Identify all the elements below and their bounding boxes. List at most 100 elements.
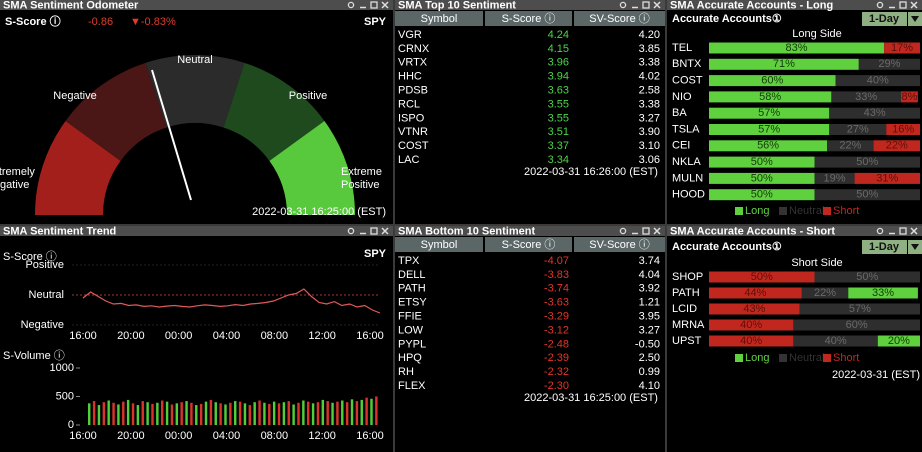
volume-bar xyxy=(219,403,222,425)
sv-score-cell: 3.92 xyxy=(639,283,660,295)
close-icon xyxy=(653,227,661,235)
neutral-bar xyxy=(814,172,855,184)
neutral-bar xyxy=(858,58,920,70)
volume-bar xyxy=(341,400,344,425)
maximize-icon xyxy=(642,227,650,235)
s-score-cell: -3.29 xyxy=(544,311,569,323)
neutral-bar xyxy=(835,75,920,87)
neutral-label: 27% xyxy=(847,123,869,135)
neutral-label: 40% xyxy=(825,335,847,347)
neutral-label: 19% xyxy=(824,172,846,184)
score-change: ▼-0.83% xyxy=(130,16,176,28)
period-button[interactable] xyxy=(862,240,907,254)
settings-icon[interactable] xyxy=(876,1,884,9)
legend-label: Short xyxy=(833,205,859,217)
legend-label: Short xyxy=(833,352,859,364)
settings-icon[interactable] xyxy=(876,227,884,235)
y-tick-label: Neutral xyxy=(29,289,64,301)
volume-bar xyxy=(112,402,115,425)
maximize-icon xyxy=(899,227,907,235)
volume-bar xyxy=(117,404,120,425)
x-tick-label: 04:00 xyxy=(213,430,241,442)
settings-icon[interactable] xyxy=(619,227,627,235)
short-label: 44% xyxy=(744,287,766,299)
volume-bar xyxy=(297,402,300,425)
panel-title: SMA Sentiment Odometer xyxy=(3,0,139,11)
s-score-cell: -2.39 xyxy=(544,352,569,364)
volume-bar xyxy=(185,401,188,425)
long-bar xyxy=(709,172,815,184)
short-bar xyxy=(901,91,918,103)
legend-swatch xyxy=(779,354,787,362)
volume-bar xyxy=(248,405,252,425)
symbol-cell: VRTX xyxy=(398,57,428,69)
volume-bar xyxy=(316,402,320,425)
dropdown-arrow xyxy=(911,16,919,22)
close-icon xyxy=(381,1,389,9)
gauge-zone xyxy=(269,120,355,215)
symbol-cell: PYPL xyxy=(398,338,426,350)
neutral-label: 33% xyxy=(855,91,877,103)
symbol-cell: TPX xyxy=(398,255,420,267)
volume-bar xyxy=(165,401,169,425)
neutral-bar xyxy=(801,287,849,299)
trend-panel: SMA Sentiment Trend S-Score ⓘ SPY Positive N… xyxy=(0,226,393,452)
row-symbol: BNTX xyxy=(672,58,702,70)
volume-bar xyxy=(170,404,174,425)
symbol-cell: PDSB xyxy=(398,85,428,97)
sv-score-cell: 3.27 xyxy=(639,324,660,336)
settings-icon[interactable] xyxy=(619,1,627,9)
volume-bar xyxy=(151,403,154,425)
volume-bar xyxy=(195,405,198,425)
long-bar xyxy=(709,107,830,119)
period-label: 1-Day xyxy=(869,241,900,253)
x-tick-label: 00:00 xyxy=(165,330,193,342)
neutral-label: 50% xyxy=(856,271,878,283)
long-label: 71% xyxy=(773,58,795,70)
sv-score-cell: 3.74 xyxy=(639,255,660,267)
long-label: 60% xyxy=(761,75,783,87)
long-bar xyxy=(709,58,859,70)
legend-swatch xyxy=(823,354,831,362)
long-label: 20% xyxy=(888,335,910,347)
symbol-cell: FLEX xyxy=(398,380,426,392)
sv-score-cell: 3.90 xyxy=(639,126,660,138)
panel-body xyxy=(395,0,665,224)
short-bar xyxy=(709,319,794,331)
legend-swatch xyxy=(779,207,787,215)
neutral-bar xyxy=(814,271,920,283)
volume-bar xyxy=(141,401,144,425)
score-label: S-Score ⓘ xyxy=(5,14,61,28)
legend-label: Long xyxy=(745,205,769,217)
short-panel: SMA Accurate Accounts - Short Accurate Ac… xyxy=(667,226,922,452)
symbol-cell: PATH xyxy=(398,283,426,295)
header-cell xyxy=(395,11,483,26)
needle xyxy=(151,69,192,201)
s-score-cell: -3.12 xyxy=(544,324,569,336)
neutral-bar xyxy=(793,335,878,347)
volume-bar xyxy=(136,405,140,425)
s-score-cell: 4.24 xyxy=(548,29,569,41)
neutral-bar xyxy=(827,140,874,152)
settings-icon[interactable] xyxy=(347,227,355,235)
settings-icon[interactable] xyxy=(347,1,355,9)
symbol-cell: RCL xyxy=(398,98,420,110)
short-bar xyxy=(709,271,815,283)
period-button[interactable] xyxy=(862,12,907,26)
volume-bar xyxy=(370,398,373,425)
sv-score-cell: 3.06 xyxy=(639,154,660,166)
volume-bar xyxy=(209,399,213,425)
legend-label: Neutral xyxy=(789,205,824,217)
long-label: 58% xyxy=(759,91,781,103)
s-score-cell: -2.32 xyxy=(544,366,569,378)
symbol-cell: LAC xyxy=(398,154,419,166)
sv-score-cell: 3.38 xyxy=(639,98,660,110)
x-tick-label: 16:00 xyxy=(356,330,384,342)
panel-title: SMA Top 10 Sentiment xyxy=(398,0,516,11)
short-label: 22% xyxy=(886,140,908,152)
column-header: SV-Score ⓘ xyxy=(589,12,650,25)
long-bar xyxy=(709,42,885,54)
short-label: 31% xyxy=(876,172,898,184)
volume-bar xyxy=(253,402,256,425)
x-tick-label: 00:00 xyxy=(165,430,193,442)
